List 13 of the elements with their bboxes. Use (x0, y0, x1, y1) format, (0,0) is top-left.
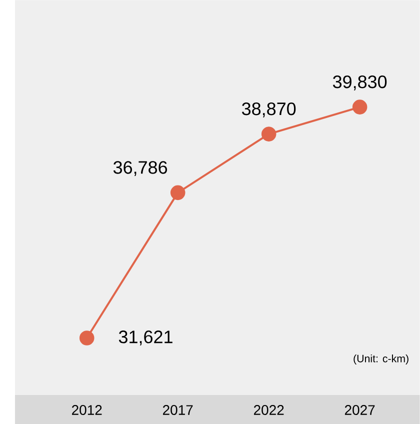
data-label: 39,830 (333, 75, 387, 90)
text: (Unit: c-km) (354, 354, 408, 364)
point (262, 126, 276, 142)
data-label: 36,786 (114, 161, 168, 176)
point (170, 185, 186, 200)
point (80, 330, 94, 346)
x-tick-label: 2027 (345, 405, 375, 415)
x-tick-label: 2012 (72, 405, 102, 415)
point (352, 100, 368, 114)
data-label: 31,621 (118, 330, 172, 346)
x-tick-label: 2017 (163, 405, 193, 415)
data-label: 38,870 (242, 102, 296, 118)
x-tick-label: 2022 (254, 405, 284, 415)
